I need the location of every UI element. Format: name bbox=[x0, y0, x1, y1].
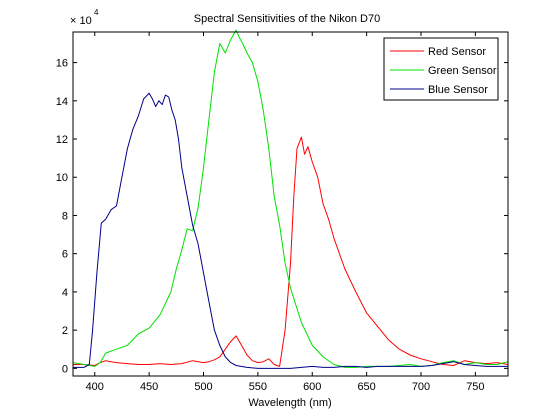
x-tick-label: 700 bbox=[412, 381, 430, 393]
y-tick-label: 16 bbox=[56, 58, 68, 70]
y-tick-label: 2 bbox=[62, 325, 68, 337]
y-axis: 0 2 4 6 8 10 12 14 16 bbox=[56, 58, 508, 375]
x-tick-label: 500 bbox=[194, 381, 212, 393]
plot-frame bbox=[72, 31, 509, 377]
y-tick-label: 4 bbox=[62, 287, 68, 299]
series-layer bbox=[72, 29, 509, 369]
y-multiplier-base: × 10 bbox=[70, 15, 92, 27]
legend-label-2: Blue Sensor bbox=[428, 84, 488, 96]
y-tick-label: 10 bbox=[56, 172, 68, 184]
y-tick-label: 6 bbox=[62, 249, 68, 261]
chart-title: Spectral Sensitivities of the Nikon D70 bbox=[194, 13, 380, 25]
series-line-1 bbox=[72, 29, 509, 368]
series-line-2 bbox=[73, 92, 508, 369]
x-tick-label: 600 bbox=[303, 381, 321, 393]
legend-box bbox=[383, 37, 499, 101]
x-tick-label: 550 bbox=[249, 381, 267, 393]
y-tick-label: 8 bbox=[62, 210, 68, 222]
x-tick-label: 750 bbox=[466, 381, 484, 393]
legend: Red Sensor Green Sensor Blue Sensor bbox=[383, 37, 499, 101]
y-tick-label: 0 bbox=[62, 363, 68, 375]
series-line-0 bbox=[73, 136, 509, 367]
x-axis-label: Wavelength (nm) bbox=[248, 397, 331, 409]
x-tick-label: 400 bbox=[86, 381, 104, 393]
x-tick-label: 450 bbox=[140, 381, 158, 393]
legend-label-1: Green Sensor bbox=[428, 65, 497, 77]
x-axis: 400 450 500 550 600 650 700 750 bbox=[86, 32, 485, 393]
y-tick-label: 14 bbox=[56, 96, 68, 108]
y-tick-label: 12 bbox=[56, 134, 68, 146]
x-tick-label: 650 bbox=[357, 381, 375, 393]
y-multiplier-exponent: 4 bbox=[94, 8, 99, 17]
legend-label-0: Red Sensor bbox=[428, 46, 486, 58]
